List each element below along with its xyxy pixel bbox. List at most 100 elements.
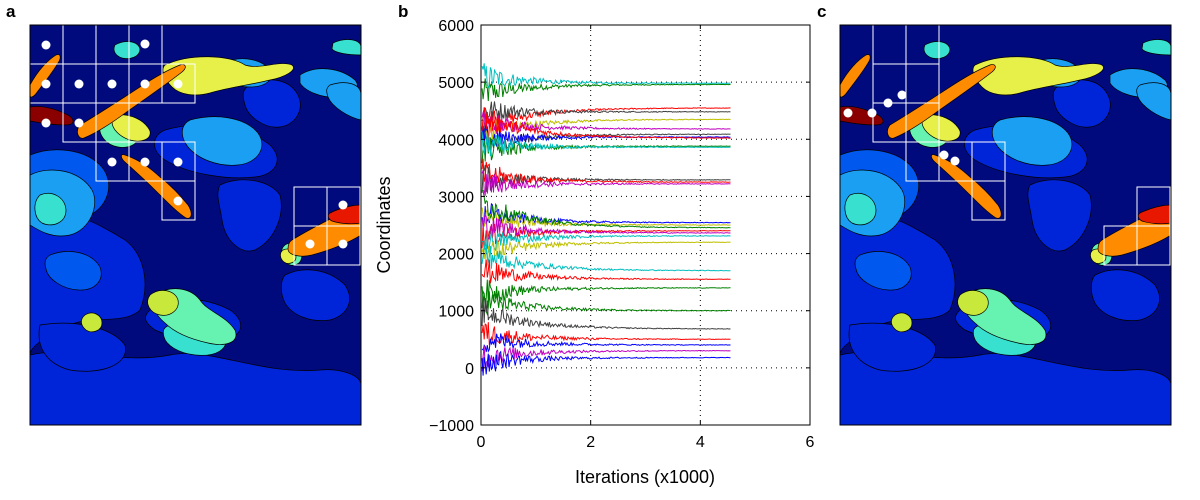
map-regions-a	[30, 25, 361, 425]
marker-dot	[107, 79, 117, 89]
marker-group	[41, 39, 348, 249]
plot-frame	[480, 24, 811, 426]
marker-dot	[338, 200, 348, 210]
map-regions	[840, 25, 1171, 425]
marker-dot	[140, 157, 150, 167]
map-region-25	[972, 56, 1104, 96]
panel-c-label: c	[817, 2, 826, 21]
grid-box	[326, 225, 361, 266]
markers-a	[41, 39, 348, 249]
series-line-s1	[481, 78, 731, 102]
marker-dot	[41, 79, 51, 89]
marker-dot	[939, 150, 949, 160]
marker-dot	[41, 40, 51, 50]
grid-box	[161, 180, 196, 221]
x-axis-title: Iterations (x1000)	[575, 467, 715, 487]
y-tick-label: 6000	[438, 18, 474, 35]
series-lines	[481, 63, 731, 376]
series-line-s25	[481, 286, 731, 317]
map-region-28	[840, 54, 871, 98]
y-tick-label: 5000	[438, 75, 474, 92]
map-region-18	[113, 41, 141, 59]
map-frame-a	[29, 24, 362, 426]
series-line-s4	[481, 101, 731, 122]
series-line-s27	[481, 322, 731, 346]
grid-boxes-a	[30, 25, 361, 266]
map-region-25	[162, 56, 294, 96]
map-region-29	[77, 64, 186, 139]
series-line-s20	[481, 230, 731, 253]
series-line-s10	[481, 137, 731, 164]
grid-box	[161, 63, 196, 104]
marker-dot	[140, 79, 150, 89]
map-region-24	[81, 312, 103, 333]
y-axis-title: Coordinates	[374, 176, 394, 273]
series-line-s23	[481, 259, 731, 284]
map-region-6	[242, 79, 301, 128]
series-line-s26	[481, 297, 731, 330]
series-line-s17	[482, 190, 731, 229]
y-tick-label: 3000	[438, 189, 474, 206]
map-panel-c	[840, 25, 1171, 425]
series-line-s19	[481, 213, 731, 240]
series-line-s2	[481, 63, 731, 89]
marker-dot	[74, 118, 84, 128]
map-region-5	[217, 179, 282, 252]
map-region-10	[44, 251, 102, 291]
series-line-s6	[481, 109, 731, 134]
series-line-s16	[481, 207, 731, 230]
map-region-16	[34, 193, 67, 226]
map-region-19	[1141, 39, 1171, 56]
map-region-5	[1027, 179, 1092, 252]
marker-dot	[305, 239, 315, 249]
series-line-s12	[481, 164, 731, 193]
map-region-6	[1052, 79, 1111, 128]
series-line-s30	[481, 350, 731, 376]
x-tick-label: 6	[806, 434, 815, 451]
y-tick-label: 0	[465, 361, 474, 378]
map-region-23	[147, 290, 179, 316]
series-line-s11	[481, 131, 731, 157]
map-region-30	[121, 154, 192, 219]
series-line-s21	[481, 239, 731, 268]
map-region-32	[327, 204, 361, 225]
map-region-23	[957, 290, 989, 316]
y-tick-label: −1000	[429, 418, 474, 435]
map-region-16	[844, 193, 877, 226]
map-region-15	[326, 82, 361, 121]
series-line-s28	[481, 333, 731, 353]
marker-group	[843, 90, 960, 166]
marker-dot	[74, 79, 84, 89]
marker-dot	[897, 90, 907, 100]
map-region-8	[1090, 269, 1160, 321]
map-region-30	[931, 154, 1002, 219]
map-region-12	[991, 116, 1073, 166]
y-axis-ticks: 6000 5000 4000 3000 2000 1000 0 −1000	[429, 18, 810, 435]
map-region-28	[30, 54, 61, 98]
x-tick-label: 0	[477, 434, 486, 451]
map-panel-a	[30, 25, 361, 425]
marker-dot	[173, 157, 183, 167]
y-tick-label: 2000	[438, 247, 474, 264]
marker-dot	[173, 196, 183, 206]
marker-dot	[140, 39, 150, 49]
x-tick-label: 4	[696, 434, 705, 451]
map-region-8	[280, 269, 350, 321]
map-region-32	[1137, 204, 1171, 225]
map-region-15	[1136, 82, 1171, 121]
map-frame-c	[839, 24, 1172, 426]
series-line-s9	[481, 107, 731, 139]
marker-dot	[41, 118, 51, 128]
series-line-s14	[481, 170, 731, 196]
series-line-s22	[481, 245, 731, 272]
map-regions-c	[840, 25, 1171, 425]
marker-dot	[867, 108, 877, 118]
grid-box	[1136, 225, 1171, 266]
series-line-s15	[481, 202, 731, 225]
map-region-18	[923, 41, 951, 59]
marker-dot	[338, 239, 348, 249]
grid-box-group	[30, 25, 361, 266]
marker-dot	[173, 79, 183, 89]
series-line-s7	[481, 127, 731, 149]
